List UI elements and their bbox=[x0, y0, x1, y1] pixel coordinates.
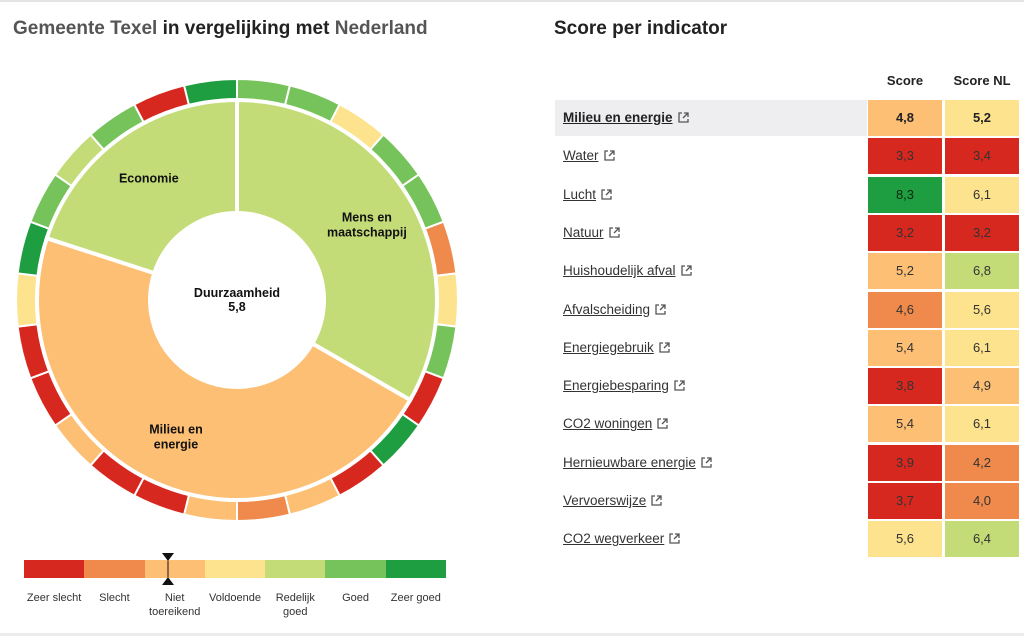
sector-label-line: maatschappij bbox=[327, 226, 407, 240]
score-cell: 4,6 bbox=[868, 291, 942, 328]
score-cell: 5,4 bbox=[868, 329, 942, 366]
indicator-link[interactable]: Energiegebruik bbox=[563, 340, 670, 356]
indicator-link[interactable]: Vervoerswijze bbox=[563, 493, 662, 509]
center-hole bbox=[150, 213, 324, 387]
external-link-icon bbox=[674, 379, 685, 394]
column-header-score: Score bbox=[886, 73, 924, 88]
external-link-icon bbox=[655, 303, 666, 318]
score-cell: 5,2 bbox=[868, 253, 942, 290]
center-value: 5,8 bbox=[228, 300, 245, 314]
table-row: Water 3,3 3,4 bbox=[555, 138, 1020, 175]
score-cell: 3,9 bbox=[868, 444, 942, 481]
indicator-link[interactable]: Energiebesparing bbox=[563, 378, 685, 394]
external-link-icon bbox=[701, 456, 712, 471]
score-cell: 8,3 bbox=[868, 176, 942, 213]
indicator-link[interactable]: CO2 woningen bbox=[563, 416, 668, 432]
score-nl-cell: 6,1 bbox=[945, 176, 1019, 213]
sector-label-line: Economie bbox=[119, 172, 179, 186]
table-row: Vervoerswijze 3,7 4,0 bbox=[555, 483, 1020, 519]
table-row: Energiebesparing 3,8 4,9 bbox=[555, 368, 1020, 405]
page-title: Gemeente Texel in vergelijking met Neder… bbox=[13, 18, 428, 40]
score-cell: 5,4 bbox=[868, 406, 942, 443]
scale-label: Slecht bbox=[99, 592, 130, 604]
scale-segment-niet-toereikend bbox=[144, 560, 205, 578]
title-municipality: Gemeente Texel bbox=[13, 18, 158, 39]
score-nl-cell: 3,4 bbox=[945, 138, 1019, 175]
external-link-icon bbox=[603, 149, 615, 164]
indicator-link[interactable]: Lucht bbox=[563, 187, 612, 203]
table-row: Energiegebruik 5,4 6,1 bbox=[555, 329, 1020, 366]
score-cell: 3,7 bbox=[868, 483, 942, 519]
table-row: CO2 wegverkeer 5,6 6,4 bbox=[555, 521, 1020, 558]
score-nl-cell: 4,0 bbox=[945, 483, 1019, 519]
table-row: Lucht 8,3 6,1 bbox=[555, 176, 1020, 213]
scale-label: Redelijk goed bbox=[275, 592, 315, 618]
score-nl-cell: 5,6 bbox=[945, 291, 1019, 328]
score-cell: 4,8 bbox=[868, 100, 942, 136]
indicator-link[interactable]: Huishoudelijk afval bbox=[563, 263, 692, 279]
scale-segment-goed bbox=[325, 560, 386, 578]
score-nl-cell: 6,4 bbox=[945, 521, 1019, 558]
table-row: Huishoudelijk afval 5,2 6,8 bbox=[555, 253, 1020, 290]
table-row: Afvalscheiding 4,6 5,6 bbox=[555, 291, 1020, 328]
scale-segment-zeer-slecht bbox=[24, 560, 85, 578]
indicator-link[interactable]: Hernieuwbare energie bbox=[563, 455, 712, 471]
table-row: CO2 woningen 5,4 6,1 bbox=[555, 406, 1020, 443]
external-link-icon bbox=[659, 341, 670, 356]
scale-label: Niet toereikend bbox=[149, 592, 201, 618]
indicator-table-title: Score per indicator bbox=[554, 18, 728, 39]
score-nl-cell: 4,2 bbox=[945, 444, 1019, 481]
external-link-icon bbox=[677, 111, 689, 126]
scale-label: Zeer slecht bbox=[26, 592, 82, 604]
score-marker bbox=[161, 553, 174, 585]
score-cell: 5,6 bbox=[868, 521, 942, 558]
score-nl-cell: 3,2 bbox=[945, 214, 1019, 251]
score-scale-labels: Zeer slecht Slecht Niet toereikend Voldoende… bbox=[24, 591, 446, 619]
score-nl-cell: 6,1 bbox=[945, 406, 1019, 443]
indicator-link[interactable]: Water bbox=[563, 148, 615, 164]
indicator-link[interactable]: CO2 wegverkeer bbox=[563, 531, 680, 547]
scale-segment-voldoende bbox=[204, 560, 266, 578]
scale-label: Goed bbox=[342, 592, 369, 604]
external-link-icon bbox=[680, 264, 692, 279]
score-nl-cell: 6,1 bbox=[945, 329, 1019, 366]
top-divider bbox=[0, 0, 1024, 2]
scale-label: Zeer goed bbox=[390, 592, 441, 604]
score-cell: 3,8 bbox=[868, 368, 942, 405]
sector-label-line: Milieu en bbox=[149, 423, 202, 437]
scale-segment-zeer-goed bbox=[385, 560, 446, 578]
external-link-icon bbox=[657, 417, 668, 432]
external-link-icon bbox=[651, 494, 662, 509]
indicator-link[interactable]: Natuur bbox=[563, 225, 620, 241]
scale-segment-redelijk-goed bbox=[265, 560, 326, 578]
title-country: Nederland bbox=[334, 18, 428, 39]
score-scale bbox=[24, 560, 446, 578]
title-middle: in vergelijking met bbox=[157, 18, 335, 39]
score-nl-cell: 6,8 bbox=[945, 253, 1019, 290]
score-nl-cell: 4,9 bbox=[945, 368, 1019, 405]
row-highlight bbox=[555, 100, 867, 136]
external-link-icon bbox=[601, 188, 612, 203]
indicator-link[interactable]: Afvalscheiding bbox=[563, 302, 666, 318]
scale-segment-slecht bbox=[84, 560, 145, 578]
score-cell: 3,2 bbox=[868, 214, 942, 251]
center-title: Duurzaamheid bbox=[194, 286, 280, 300]
sector-label-line: Mens en bbox=[342, 211, 392, 225]
table-row: Hernieuwbare energie 3,9 4,2 bbox=[555, 444, 1020, 481]
score-cell: 3,3 bbox=[868, 138, 942, 175]
table-row: Natuur 3,2 3,2 bbox=[555, 214, 1020, 251]
external-link-icon bbox=[608, 226, 620, 241]
table-row: Milieu en energie 4,8 5,2 bbox=[555, 100, 1020, 136]
indicator-link[interactable]: Milieu en energie bbox=[563, 110, 689, 126]
column-header-score-nl: Score NL bbox=[953, 73, 1011, 88]
sector-label-line: energie bbox=[154, 438, 199, 452]
bottom-divider bbox=[0, 633, 1024, 636]
scale-label: Voldoende bbox=[208, 592, 261, 604]
external-link-icon bbox=[669, 532, 680, 547]
score-nl-cell: 5,2 bbox=[945, 100, 1019, 136]
